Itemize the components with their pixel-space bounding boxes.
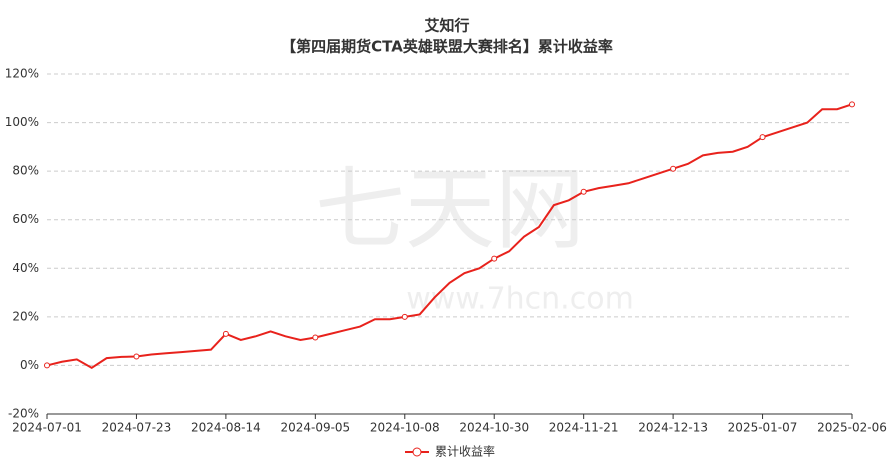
x-tick-label: 2024-10-30 xyxy=(459,421,529,435)
x-tick-label: 2025-01-07 xyxy=(728,421,798,435)
point-marker xyxy=(222,330,229,337)
x-tick-label: 2024-11-21 xyxy=(549,421,619,435)
point-marker xyxy=(580,188,587,195)
chart-subtitle: 【第四届期货CTA英雄联盟大赛排名】累计收益率 xyxy=(281,38,613,56)
point-marker xyxy=(670,165,677,172)
point-marker xyxy=(44,362,50,369)
point-marker xyxy=(849,101,855,108)
chart-title: 艾知行 xyxy=(424,17,469,35)
x-tick-label: 2025-02-06 xyxy=(817,421,887,435)
watermark-url: www.7hcn.com xyxy=(406,282,634,317)
series-line xyxy=(46,103,853,370)
x-tick-label: 2024-12-13 xyxy=(638,421,708,435)
x-tick-label: 2024-08-14 xyxy=(191,421,261,435)
y-tick-label: 60% xyxy=(12,212,39,226)
y-tick-label: 40% xyxy=(12,261,39,275)
point-marker xyxy=(491,255,498,262)
y-tick-label: 120% xyxy=(5,67,39,81)
point-marker xyxy=(312,334,319,341)
y-tick-label: 80% xyxy=(12,164,39,178)
point-marker xyxy=(759,134,766,141)
point-marker xyxy=(133,353,140,360)
x-tick-label: 2024-10-08 xyxy=(370,421,440,435)
y-tick-label: 0% xyxy=(20,358,39,372)
x-tick-label: 2024-09-05 xyxy=(280,421,350,435)
y-tick-label: 100% xyxy=(5,115,39,129)
watermark: 七天网 xyxy=(315,157,585,262)
x-tick-label: 2024-07-01 xyxy=(12,421,82,435)
x-tick-label: 2024-07-23 xyxy=(102,421,172,435)
legend-marker xyxy=(412,447,422,457)
y-tick-label: -20% xyxy=(8,407,39,421)
legend-label: 累计收益率 xyxy=(435,444,495,459)
y-tick-label: 20% xyxy=(12,309,39,323)
point-marker xyxy=(401,313,408,320)
